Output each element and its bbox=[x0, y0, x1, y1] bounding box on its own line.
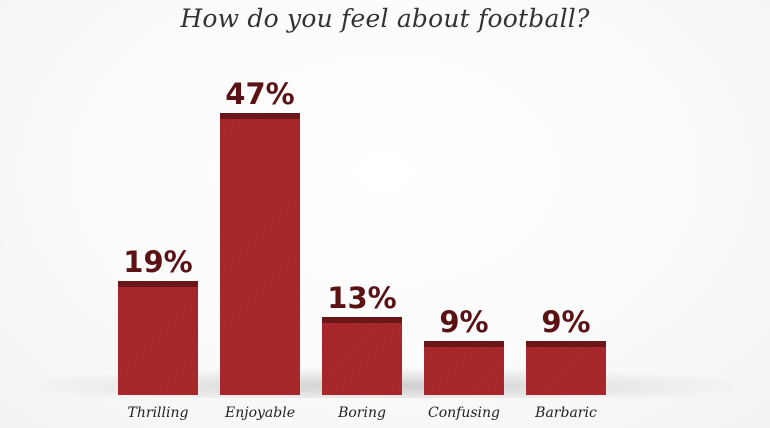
bar-group-enjoyable: 47% Enjoyable bbox=[220, 77, 300, 421]
bar-cap-enjoyable bbox=[220, 113, 300, 119]
bar-thrilling bbox=[118, 281, 198, 395]
bar-barbaric bbox=[526, 341, 606, 395]
category-label-thrilling: Thrilling bbox=[128, 405, 189, 421]
bar-boring bbox=[322, 317, 402, 395]
bar-group-thrilling: 19% Thrilling bbox=[118, 245, 198, 421]
bar-group-confusing: 9% Confusing bbox=[424, 305, 504, 421]
value-label-barbaric: 9% bbox=[541, 305, 590, 339]
bar-group-boring: 13% Boring bbox=[322, 281, 402, 421]
bar-enjoyable bbox=[220, 113, 300, 395]
chart-title: How do you feel about football? bbox=[180, 4, 590, 33]
bar-group-barbaric: 9% Barbaric bbox=[526, 305, 606, 421]
value-label-boring: 13% bbox=[327, 281, 396, 315]
value-label-confusing: 9% bbox=[439, 305, 488, 339]
category-label-boring: Boring bbox=[337, 405, 386, 421]
bar-confusing bbox=[424, 341, 504, 395]
category-label-confusing: Confusing bbox=[428, 405, 500, 421]
category-label-barbaric: Barbaric bbox=[534, 405, 597, 421]
category-label-enjoyable: Enjoyable bbox=[224, 405, 295, 421]
bar-cap-boring bbox=[322, 317, 402, 323]
bar-cap-thrilling bbox=[118, 281, 198, 287]
value-label-enjoyable: 47% bbox=[225, 77, 294, 111]
bar-cap-confusing bbox=[424, 341, 504, 347]
bar-cap-barbaric bbox=[526, 341, 606, 347]
value-label-thrilling: 19% bbox=[123, 245, 192, 279]
